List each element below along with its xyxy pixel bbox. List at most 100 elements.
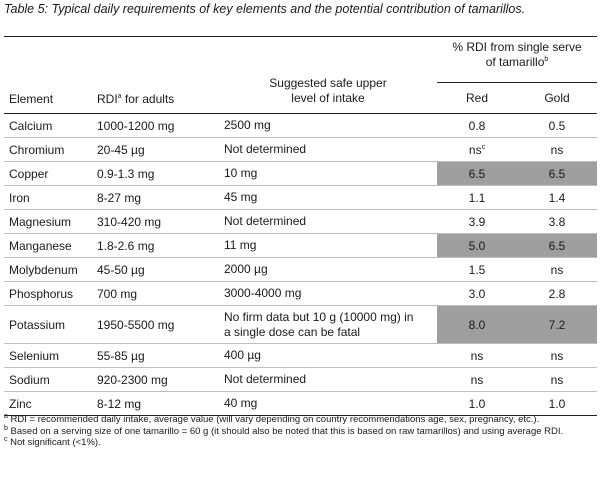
cell-element: Copper — [9, 166, 49, 181]
cell-red: 0.8 — [437, 114, 517, 138]
cell-red: 8.0 — [437, 305, 517, 344]
table-body: Calcium 1000-1200 mg 2500 mg 0.8 0.5 Chromium… — [4, 114, 597, 416]
cell-element: Manganese — [9, 238, 72, 253]
header-group-line2: of tamarillo — [485, 55, 545, 69]
header-rdi-text: RDI — [97, 92, 118, 106]
red-value: 5.0 — [468, 238, 486, 253]
header-red: Red — [437, 82, 517, 114]
table-row: Sodium 920-2300 mg Not determined ns ns — [4, 368, 597, 392]
cell-red: 3.9 — [437, 210, 517, 234]
cell-gold: 7.2 — [517, 305, 597, 344]
table-row: Zinc 8-12 mg 40 mg 1.0 1.0 — [4, 392, 597, 416]
cell-red: 3.0 — [437, 282, 517, 306]
cell-rdi: 1950-5500 mg — [97, 317, 175, 332]
cell-rdi: 310-420 mg — [97, 214, 162, 229]
red-value: ns — [470, 348, 484, 363]
nutrient-table: Element RDIa for adults Suggested safe u… — [4, 36, 597, 416]
cell-rdi: 8-12 mg — [97, 396, 142, 411]
cell-upper-level: 2500 mg — [219, 114, 437, 138]
cell-upper-level: Not determined — [219, 210, 437, 234]
footnote-text: Based on a serving size of one tamarillo… — [7, 425, 564, 437]
cell-upper-level: Not determined — [219, 138, 437, 162]
upper-level-line1: 2500 mg — [224, 118, 271, 132]
cell-gold: 6.5 — [517, 161, 597, 186]
red-value: 0.8 — [468, 118, 486, 133]
cell-gold: 1.4 — [548, 190, 566, 205]
cell-element: Molybdenum — [9, 262, 78, 277]
cell-rdi: 8-27 mg — [97, 190, 142, 205]
cell-element: Iron — [9, 190, 30, 205]
header-group-line1: % RDI from single serve — [452, 40, 582, 54]
footnote-text: RDI = recommended daily intake, average … — [7, 414, 540, 425]
cell-rdi: 1.8-2.6 mg — [97, 238, 155, 253]
footnote: b Based on a serving size of one tamaril… — [4, 424, 596, 438]
red-value: 1.1 — [468, 190, 486, 205]
cell-upper-level: 3000-4000 mg — [219, 282, 437, 306]
cell-upper-level: 2000 µg — [219, 258, 437, 282]
cell-upper-level: No firm data but 10 g (10000 mg) in a sin… — [219, 306, 437, 344]
upper-level-line2: a single dose can be fatal — [224, 324, 361, 339]
upper-level-line1: 45 mg — [224, 190, 258, 204]
upper-level-line1: Not determined — [224, 214, 307, 228]
cell-upper-level: 40 mg — [219, 392, 437, 416]
cell-gold: ns — [550, 372, 564, 387]
cell-red: ns — [437, 344, 517, 368]
upper-level-line1: 2000 µg — [224, 262, 268, 276]
red-value: 1.5 — [468, 262, 486, 277]
header-group-footnote-mark: b — [544, 56, 549, 63]
red-value: 1.0 — [468, 396, 486, 411]
cell-upper-level: 11 mg — [219, 234, 437, 258]
cell-element: Phosphorus — [9, 286, 74, 301]
upper-level-line1: 10 mg — [224, 166, 258, 180]
red-value: 3.9 — [468, 214, 486, 229]
cell-red: 1.5 — [437, 258, 517, 282]
cell-gold: 0.5 — [548, 118, 566, 133]
table-row: Chromium 20-45 µg Not determined nsc ns — [4, 138, 597, 162]
cell-red: 1.1 — [437, 186, 517, 210]
red-value: 8.0 — [468, 317, 486, 332]
table-row: Phosphorus 700 mg 3000-4000 mg 3.0 2.8 — [4, 282, 597, 306]
footnote-text: Not significant (<1%). — [7, 437, 101, 448]
red-footnote-mark: c — [481, 143, 486, 151]
header-rdi-suffix: for adults — [121, 92, 175, 106]
upper-level-line1: 400 µg — [224, 348, 261, 362]
upper-level-line1: Not determined — [224, 142, 307, 156]
table-row: Molybdenum 45-50 µg 2000 µg 1.5 ns — [4, 258, 597, 282]
header-rdi-group: % RDI from single serve of tamarillob — [437, 37, 597, 83]
cell-gold: ns — [550, 142, 564, 157]
header-element: Element — [9, 92, 54, 106]
cell-rdi: 920-2300 mg — [97, 372, 168, 387]
cell-gold: 2.8 — [548, 286, 566, 301]
cell-element: Calcium — [9, 118, 53, 133]
table-row: Calcium 1000-1200 mg 2500 mg 0.8 0.5 — [4, 114, 597, 138]
cell-red: 5.0 — [437, 233, 517, 258]
cell-red: 6.5 — [437, 161, 517, 186]
cell-element: Chromium — [9, 142, 65, 157]
cell-rdi: 700 mg — [97, 286, 138, 301]
upper-level-line1: 3000-4000 mg — [224, 286, 302, 300]
cell-element: Potassium — [9, 317, 66, 332]
cell-gold: ns — [550, 262, 564, 277]
footnote: a RDI = recommended daily intake, averag… — [4, 412, 596, 426]
cell-upper-level: Not determined — [219, 368, 437, 392]
red-value: ns — [468, 142, 482, 157]
cell-gold: 1.0 — [548, 396, 566, 411]
header-upper-line1: Suggested safe upper — [269, 76, 387, 90]
footnote: c Not significant (<1%). — [4, 436, 596, 449]
header-gold: Gold — [517, 82, 597, 114]
header-upper-level: Suggested safe upper level of intake — [219, 37, 437, 114]
table-row: Magnesium 310-420 mg Not determined 3.9 3.8 — [4, 210, 597, 234]
cell-element: Sodium — [9, 372, 50, 387]
cell-red: ns — [437, 368, 517, 392]
footnote-mark: b — [4, 424, 8, 432]
table-row: Selenium 55-85 µg 400 µg ns ns — [4, 344, 597, 368]
red-value: 6.5 — [468, 166, 486, 181]
footnote-mark: a — [4, 412, 8, 420]
table-header: Element RDIa for adults Suggested safe u… — [4, 36, 597, 114]
upper-level-line1: Not determined — [224, 372, 307, 386]
header-rdi: RDIa for adults — [92, 37, 219, 114]
cell-gold: 3.8 — [548, 214, 566, 229]
cell-rdi: 20-45 µg — [97, 142, 145, 157]
header-upper-line2: level of intake — [291, 91, 365, 105]
cell-red: nsc — [437, 138, 517, 162]
